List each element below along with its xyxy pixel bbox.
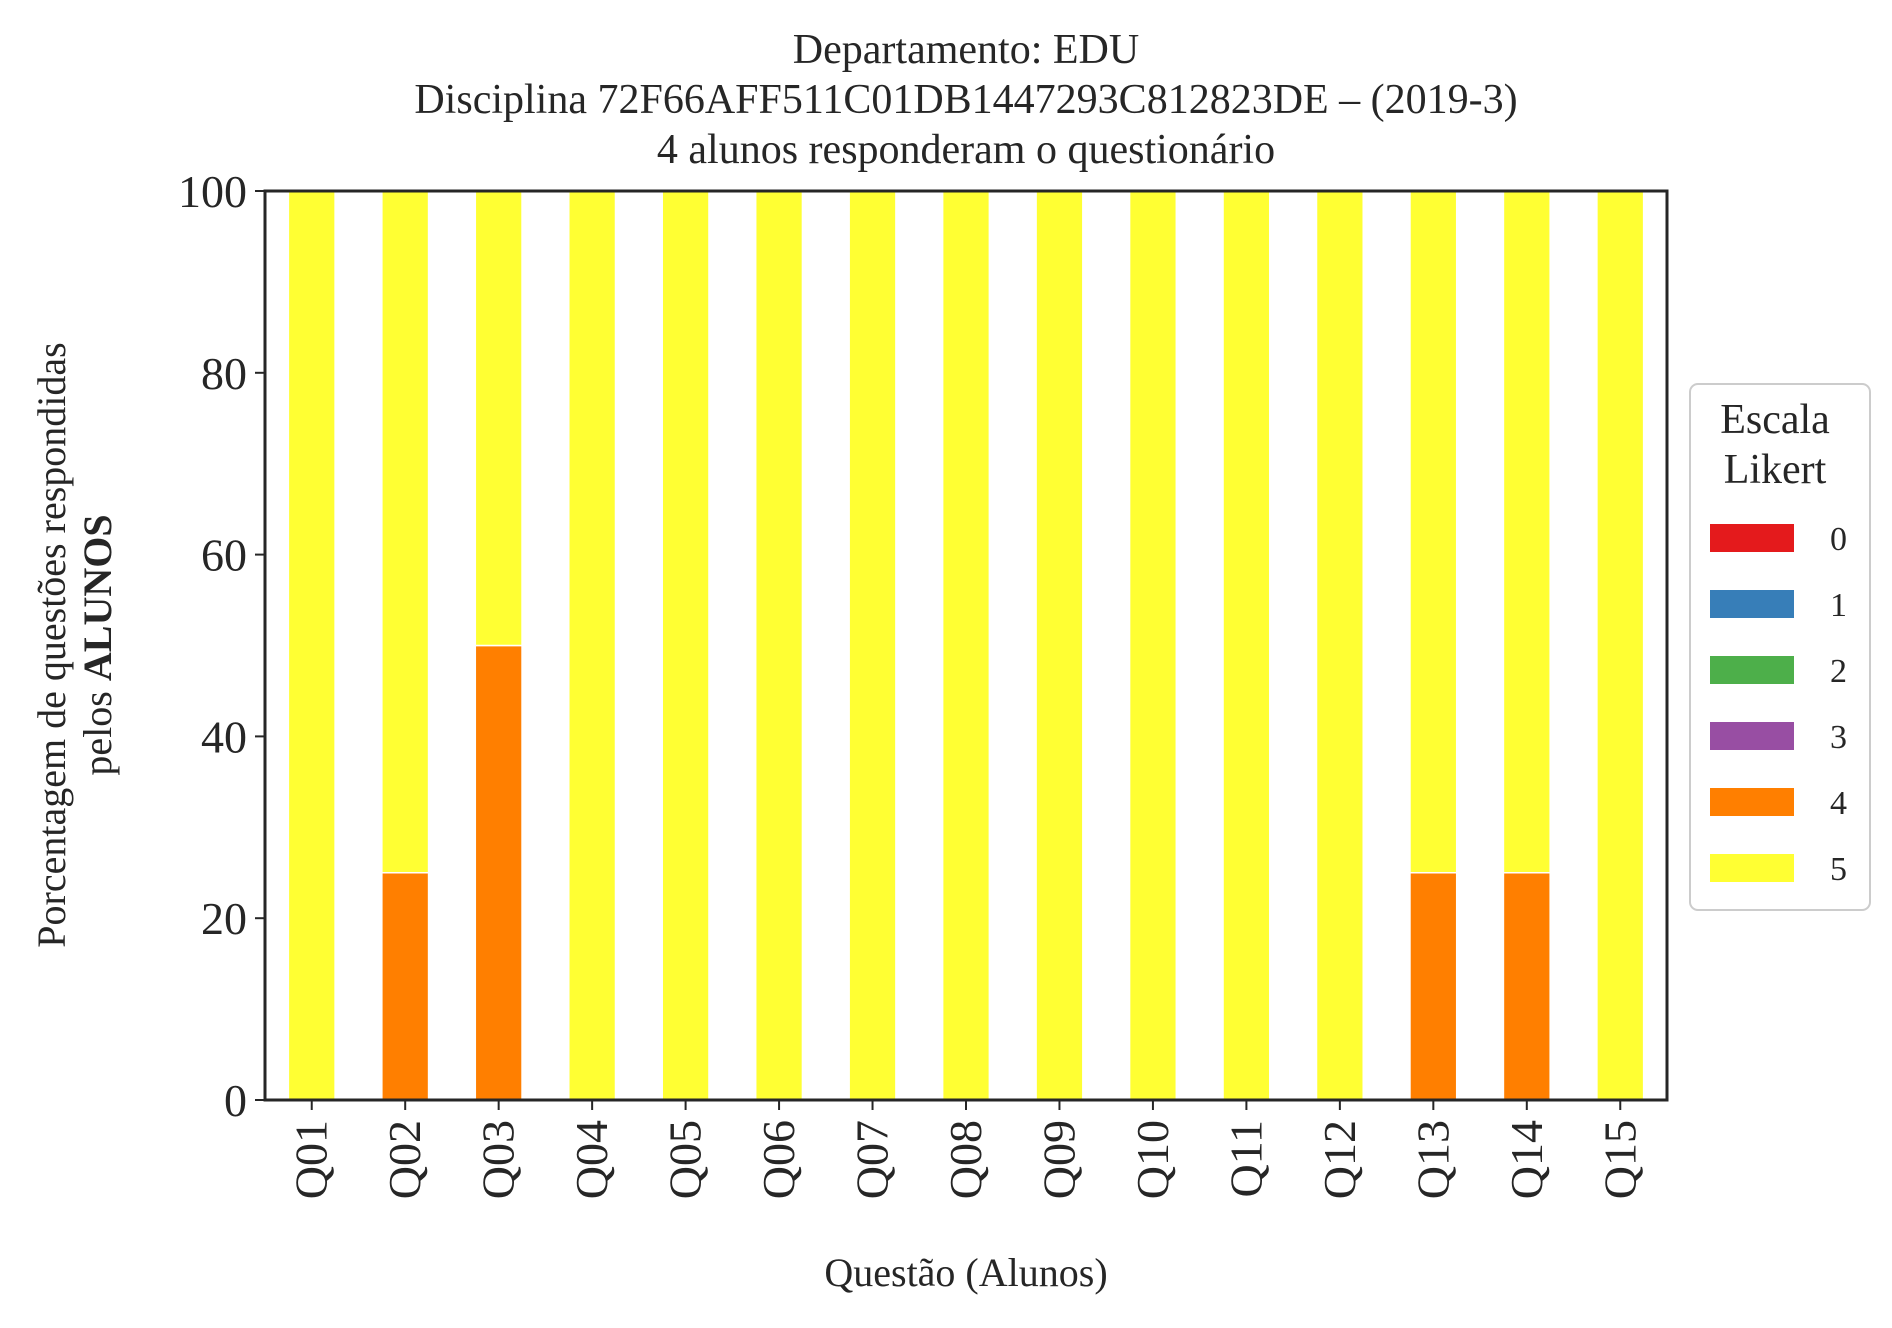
bar-q13-level-4 xyxy=(1409,872,1458,1101)
bar-q11-level-5 xyxy=(1222,190,1271,1101)
bar-q02-level-5 xyxy=(381,190,430,874)
x-tick-label-q15: Q15 xyxy=(1594,1120,1645,1199)
x-tick-label-q11: Q11 xyxy=(1220,1120,1271,1198)
x-tick-label-q01: Q01 xyxy=(286,1120,337,1199)
y-tick-label: 0 xyxy=(224,1075,247,1126)
bar-q10-level-5 xyxy=(1128,190,1178,1101)
x-tick-label-q06: Q06 xyxy=(753,1120,804,1199)
x-tick-label-q09: Q09 xyxy=(1033,1120,1084,1199)
legend-label-3: 3 xyxy=(1830,719,1847,756)
bar-q12-level-5 xyxy=(1315,190,1364,1101)
y-axis-ticks: 0 20 40 60 80 100 xyxy=(178,166,265,1126)
legend-swatch-2 xyxy=(1710,656,1794,684)
x-tick-label-q03: Q03 xyxy=(473,1120,524,1199)
plot-frame xyxy=(263,189,1669,1102)
y-axis-label-bold: ALUNOS xyxy=(75,514,120,681)
bar-q14-level-4 xyxy=(1502,872,1551,1101)
bar-q14-level-5 xyxy=(1502,190,1551,874)
x-tick-label-q05: Q05 xyxy=(660,1120,711,1199)
x-tick-label-q08: Q08 xyxy=(940,1120,991,1199)
bar-q13-level-5 xyxy=(1409,190,1458,874)
legend-title-line-1: Escala xyxy=(1720,397,1830,443)
bar-q02-level-4 xyxy=(381,872,430,1101)
x-axis-label: Questão (Alunos) xyxy=(824,1250,1107,1295)
title-line-3: 4 alunos responderam o questionário xyxy=(657,127,1275,173)
legend-swatch-1 xyxy=(1710,590,1794,618)
x-tick-label-q10: Q10 xyxy=(1127,1120,1178,1199)
bar-q01-level-5 xyxy=(287,190,336,1101)
y-axis-label-line-1: Porcentagem de questões respondidas xyxy=(29,342,74,947)
title-line-2: Disciplina 72F66AFF511C01DB1447293C81282… xyxy=(414,77,1517,123)
bar-q04-level-5 xyxy=(568,190,617,1101)
x-tick-label-q07: Q07 xyxy=(847,1120,898,1199)
legend-label-4: 4 xyxy=(1830,785,1847,822)
bar-q03-level-5 xyxy=(474,190,523,647)
y-tick-label: 40 xyxy=(201,711,247,762)
bar-q07-level-5 xyxy=(848,190,897,1101)
bar-q05-level-5 xyxy=(661,190,710,1101)
y-tick-label: 100 xyxy=(178,166,247,217)
bar-q06-level-5 xyxy=(754,190,804,1101)
y-tick-label: 80 xyxy=(201,348,247,399)
legend-label-1: 1 xyxy=(1830,587,1847,624)
legend-label-2: 2 xyxy=(1830,653,1847,690)
y-axis-label: Porcentagem de questões respondidas pelo… xyxy=(29,342,120,947)
legend-swatch-5 xyxy=(1710,854,1794,882)
y-tick-label: 20 xyxy=(201,893,247,944)
y-axis-label-line-2: pelos ALUNOS xyxy=(75,514,120,775)
bar-q09-level-5 xyxy=(1035,190,1084,1101)
x-axis-ticks: Q01 Q02 Q03 Q04 Q05 Q06 Q07 Q08 Q09 Q10 Q11 Q12 Q13 Q… xyxy=(286,1100,1645,1199)
x-tick-label-q12: Q12 xyxy=(1314,1120,1365,1199)
x-tick-label-q13: Q13 xyxy=(1407,1120,1458,1199)
legend: Escala Likert 0 1 2 3 4 5 xyxy=(1689,383,1871,911)
title-line-1: Departamento: EDU xyxy=(793,27,1139,73)
legend-frame xyxy=(1689,383,1871,911)
legend-entries: 0 1 2 3 4 5 xyxy=(1710,521,1847,888)
legend-label-0: 0 xyxy=(1830,521,1847,558)
bar-q03-level-4 xyxy=(474,644,523,1101)
legend-swatch-0 xyxy=(1710,524,1794,552)
legend-label-5: 5 xyxy=(1830,851,1847,888)
bar-q08-level-5 xyxy=(941,190,991,1101)
legend-swatch-3 xyxy=(1710,722,1794,750)
bars xyxy=(287,190,1645,1101)
y-tick-label: 60 xyxy=(201,530,247,581)
x-tick-label-q14: Q14 xyxy=(1501,1120,1552,1199)
y-axis-label-prefix: pelos xyxy=(75,681,120,775)
x-tick-label-q04: Q04 xyxy=(566,1120,617,1199)
chart-title: Departamento: EDU Disciplina 72F66AFF511… xyxy=(414,27,1517,173)
legend-swatch-4 xyxy=(1710,788,1794,816)
legend-title-line-2: Likert xyxy=(1724,447,1827,493)
bar-q15-level-5 xyxy=(1596,190,1645,1101)
x-tick-label-q02: Q02 xyxy=(379,1120,430,1199)
